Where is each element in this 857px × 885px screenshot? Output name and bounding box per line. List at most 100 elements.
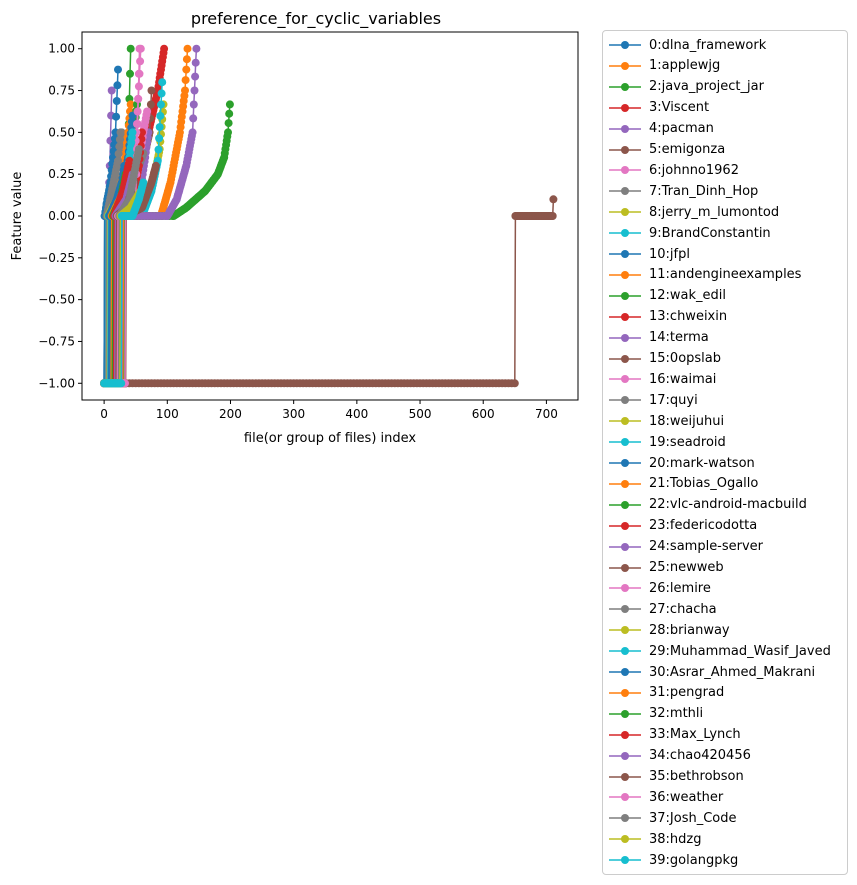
legend-item: 0:dlna_framework	[609, 35, 766, 55]
data-point	[114, 65, 122, 74]
legend-label: 35:bethrobson	[649, 769, 744, 784]
legend-label: 14:terma	[649, 330, 709, 346]
series-line	[104, 199, 555, 385]
legend-item: 37:Josh_Code	[609, 808, 737, 828]
legend-item: 30:Asrar_Ahmed_Makrani	[609, 662, 815, 682]
legend-swatch	[609, 730, 641, 739]
chart-title: preference_for_cyclic_variables	[191, 9, 441, 29]
legend-item: 6:johnno1962	[609, 160, 739, 180]
data-point	[225, 109, 234, 118]
legend-item: 23:federicodotta	[609, 516, 757, 536]
x-tick-label: 200	[219, 407, 242, 421]
data-point	[134, 69, 143, 78]
legend-label: 4:pacman	[649, 121, 714, 137]
data-point	[160, 44, 169, 53]
legend-label: 7:Tran_Dinh_Hop	[649, 183, 759, 199]
legend-item: 29:Muhammad_Wasif_Javed	[609, 641, 831, 661]
legend-label: 21:Tobias_Ogallo	[649, 476, 759, 492]
legend-swatch	[609, 459, 641, 467]
legend-item: 13:chweixin	[609, 307, 727, 327]
data-point	[182, 55, 191, 64]
legend-label: 13:chweixin	[649, 309, 728, 325]
plot-series	[100, 44, 558, 388]
legend-swatch	[609, 793, 641, 802]
data-point	[181, 86, 189, 95]
legend-swatch	[609, 438, 641, 447]
legend-label: 11:andengineexamples	[649, 267, 802, 283]
data-point	[114, 149, 123, 158]
legend-item: 25:newweb	[609, 558, 724, 578]
legend-label: 26:lemire	[649, 580, 711, 596]
data-point	[224, 119, 233, 128]
legend-label: 8:jerry_m_lumontod	[649, 204, 780, 220]
legend-swatch	[609, 291, 641, 300]
legend-swatch	[609, 605, 641, 614]
legend-item: 5:emigonza	[609, 140, 725, 160]
legend-swatch	[609, 417, 641, 426]
legend-label: 29:Muhammad_Wasif_Javed	[649, 643, 831, 659]
y-tick-label: 0.25	[48, 167, 75, 181]
legend-swatch	[609, 835, 641, 844]
x-tick-label: 600	[472, 407, 495, 421]
x-tick-label: 500	[409, 407, 432, 421]
legend-swatch	[609, 688, 641, 697]
data-point	[192, 44, 201, 53]
data-point	[190, 86, 199, 95]
data-point	[183, 44, 192, 53]
y-tick-label: 0.75	[48, 84, 75, 98]
legend-swatch	[609, 668, 641, 676]
legend-item: 36:weather	[609, 787, 723, 807]
legend-label: 23:federicodotta	[649, 518, 758, 534]
legend-item: 38:hdzg	[609, 829, 702, 849]
data-point	[510, 379, 519, 388]
legend-swatch	[609, 521, 641, 530]
legend-label: 30:Asrar_Ahmed_Makrani	[649, 664, 816, 680]
data-point	[191, 58, 200, 67]
legend-label: 37:Josh_Code	[649, 810, 737, 826]
data-point	[115, 135, 124, 144]
legend-swatch	[609, 709, 641, 718]
legend-label: 19:seadroid	[649, 434, 726, 450]
series-15	[100, 195, 558, 388]
legend-item: 21:Tobias_Ogallo	[609, 474, 758, 494]
legend-item: 33:Max_Lynch	[609, 725, 741, 745]
legend-item: 9:BrandConstantin	[609, 223, 771, 243]
data-point	[113, 81, 122, 90]
legend-item: 18:weijuhui	[609, 411, 724, 431]
legend-swatch	[609, 856, 641, 865]
legend-item: 1:applewjg	[609, 56, 720, 76]
chart-svg: preference_for_cyclic_variables 0 100 200 3…	[10, 9, 579, 446]
data-point	[191, 72, 200, 81]
legend-label: 22:vlc-android-macbuild	[649, 497, 807, 513]
data-point	[116, 128, 125, 137]
legend-label: 0:dlna_framework	[649, 37, 767, 53]
legend-label: 15:0opslab	[649, 351, 722, 366]
data-point	[126, 44, 135, 53]
legend-item: 34:chao420456	[609, 746, 751, 766]
legend-item: 11:andengineexamples	[609, 265, 801, 285]
legend-swatch	[609, 647, 641, 656]
x-axis-ticks: 0 100 200 300 400 500 600 700	[100, 400, 558, 421]
legend-swatch	[609, 41, 641, 49]
data-point	[107, 86, 116, 95]
data-point	[549, 195, 558, 204]
legend-swatch	[609, 563, 641, 572]
legend-item: 20:mark-watson	[609, 453, 755, 473]
legend-label: 20:mark-watson	[649, 455, 755, 471]
legend-item: 3:Viscent	[609, 98, 709, 118]
data-point	[155, 123, 164, 132]
data-point	[146, 100, 155, 109]
legend-label: 36:weather	[649, 789, 724, 805]
data-point	[189, 100, 198, 109]
y-tick-label: −0.50	[38, 293, 75, 307]
y-tick-label: 0.50	[48, 125, 75, 139]
legend-swatch	[609, 103, 641, 112]
legend-label: 34:chao420456	[649, 748, 751, 764]
y-tick-label: −0.25	[38, 251, 75, 265]
data-point	[112, 97, 121, 105]
data-point	[128, 128, 137, 137]
y-tick-label: −0.75	[38, 334, 75, 348]
legend-item: 10:jfpl	[609, 244, 690, 264]
legend-swatch	[609, 626, 641, 635]
legend-swatch	[609, 250, 641, 258]
